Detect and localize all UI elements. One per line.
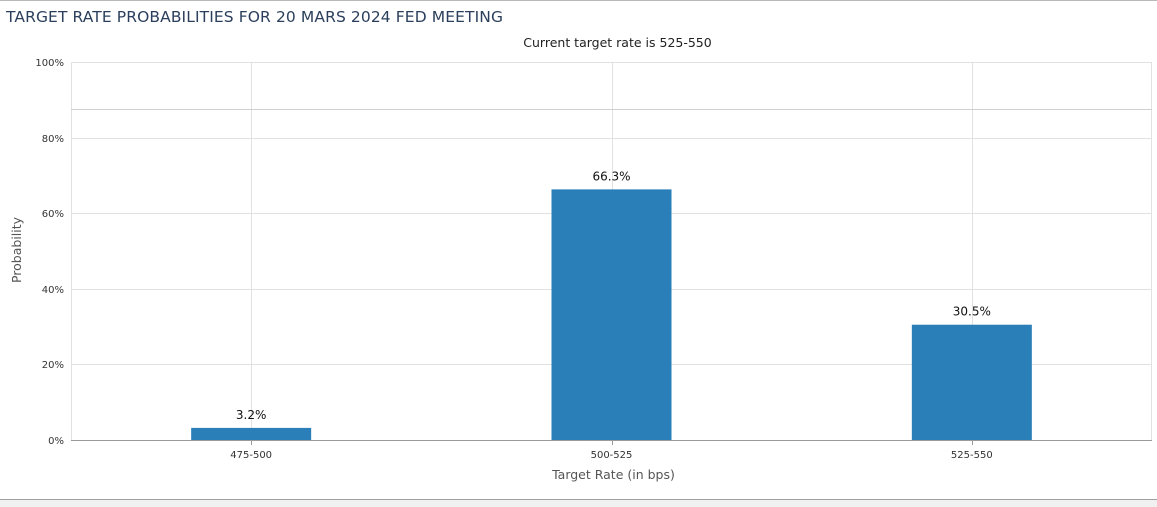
y-tick-label: 80% <box>42 134 64 145</box>
footer-strip <box>0 500 1157 507</box>
x-tick-label: 475-500 <box>230 450 272 461</box>
data-label: 30.5% <box>953 305 991 319</box>
y-axis-title: Probability <box>9 216 24 283</box>
y-tick-label: 20% <box>42 360 64 371</box>
chart-subtitle: Current target rate is 525-550 <box>523 35 711 50</box>
y-tick-label: 40% <box>42 285 64 296</box>
x-axis-title: Target Rate (in bps) <box>551 467 675 482</box>
y-axis-ticks: 0% 20% 40% 60% 80% 100% <box>35 58 64 447</box>
bar <box>551 189 672 440</box>
x-axis-ticks: 475-500 500-525 525-550 <box>230 440 993 461</box>
y-tick-label: 0% <box>48 436 64 447</box>
y-tick-label: 100% <box>35 58 64 69</box>
data-label: 3.2% <box>236 408 267 422</box>
x-tick-label: 525-550 <box>951 450 993 461</box>
bar <box>191 427 312 440</box>
bar <box>911 324 1032 440</box>
x-tick-label: 500-525 <box>591 450 633 461</box>
bars: 3.2% 66.3% 30.5% <box>191 169 1032 440</box>
y-tick-label: 60% <box>42 209 64 220</box>
page-title: TARGET RATE PROBABILITIES FOR 20 MARS 20… <box>6 8 504 26</box>
data-label: 66.3% <box>592 169 630 183</box>
